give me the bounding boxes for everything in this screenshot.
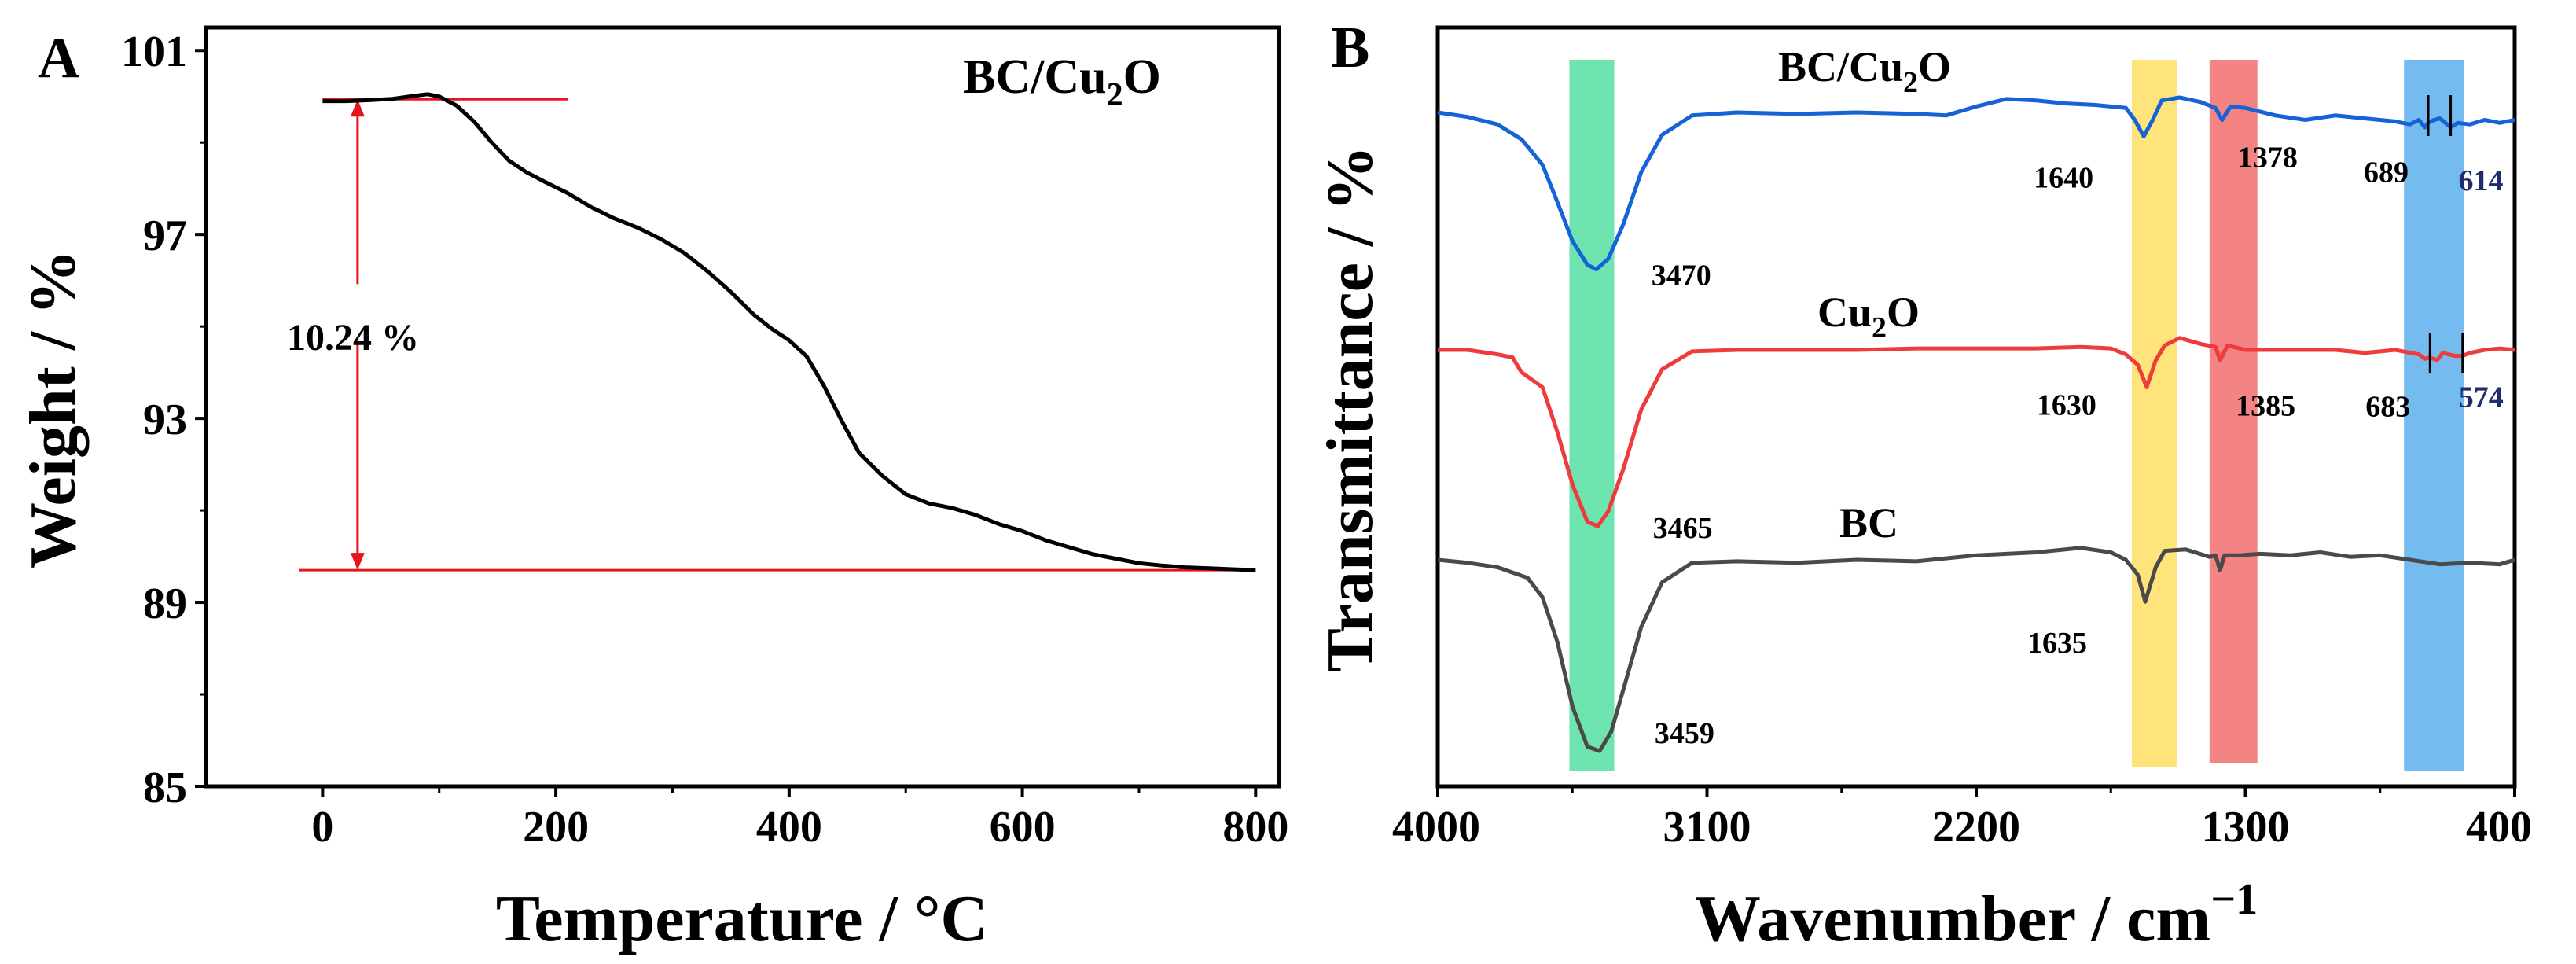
- a-xtick-label: 400: [756, 803, 822, 852]
- peak-label: 1630: [2037, 389, 2096, 422]
- panel-b-peak-labels: 3470 1640 1378 689 614 3465 1630 1385 683 574 3459…: [1652, 95, 2504, 750]
- peak-label: 1635: [2027, 627, 2087, 660]
- a-ytick-label: 101: [121, 28, 187, 76]
- peak-label: 1378: [2238, 142, 2298, 175]
- b-series-line: [1437, 546, 2515, 753]
- a-arrow-head-up: [350, 99, 365, 117]
- ftir-band: [2131, 60, 2177, 767]
- b-xtick-label: 2200: [1932, 803, 2020, 852]
- a-arrow-head-down: [350, 553, 365, 571]
- panel-b-ftir-chart: B 4000 3100 2200 1300 400 3470 1640 1378 689 614…: [1314, 16, 2532, 955]
- series-label-bc-cu2o: BC/Cu2O: [1778, 43, 1951, 99]
- series-label-bc: BC: [1839, 499, 1898, 546]
- ftir-band: [1569, 60, 1615, 771]
- a-xtick-label: 0: [311, 803, 333, 852]
- a-ytick-label: 89: [143, 580, 187, 628]
- peak-label: 1640: [2034, 161, 2093, 194]
- peak-label: 3459: [1655, 717, 1714, 750]
- a-ytick-label: 97: [143, 212, 187, 260]
- peak-label: 1385: [2236, 389, 2295, 422]
- panel-a-label: A: [38, 26, 79, 90]
- panel-b-ylabel: Transmittance / %: [1314, 145, 1387, 672]
- a-xtick-label: 800: [1222, 803, 1288, 852]
- panel-b-label: B: [1331, 16, 1369, 80]
- a-ytick-label: 93: [143, 396, 187, 444]
- panel-b-bands: [1569, 60, 2464, 771]
- b-xtick-label: 4000: [1392, 803, 1480, 852]
- peak-label: 614: [2459, 164, 2504, 197]
- panel-a-frame: [204, 25, 1281, 789]
- b-series-line: [1437, 95, 2515, 271]
- b-xtick-label: 1300: [2202, 803, 2290, 852]
- a-ytick-label: 85: [143, 763, 187, 812]
- panel-a-annotation-label: 10.24 %: [287, 317, 419, 359]
- panel-b-xlabel: Wavenumber / cm−1: [1695, 875, 2258, 955]
- panel-a-ticks: 0 200 400 600 800 85 89 93 97 101: [121, 28, 1288, 852]
- panel-b-ticks: 4000 3100 2200 1300 400: [1392, 786, 2532, 852]
- peak-label: 689: [2364, 156, 2409, 189]
- b-xtick-label: 400: [2466, 803, 2532, 852]
- peak-label: 3465: [1653, 512, 1713, 545]
- a-xtick-label: 200: [523, 803, 589, 852]
- peak-label: 574: [2459, 381, 2504, 414]
- panel-a-series: [322, 92, 1256, 572]
- ftir-band: [2404, 60, 2464, 771]
- panel-a-tga-chart: A 0 200 400 600 800 85 89 93 97 101 BC/Cu2O 10.24…: [17, 25, 1288, 955]
- peak-label: 3470: [1652, 259, 1711, 293]
- series-label-cu2o: Cu2O: [1817, 289, 1920, 344]
- b-xtick-label: 3100: [1663, 803, 1751, 852]
- panel-a-xlabel: Temperature / °C: [496, 882, 988, 955]
- a-series-line: [322, 92, 1256, 572]
- panel-a-ylabel: Weight / %: [17, 249, 90, 568]
- ftir-band: [2209, 60, 2258, 763]
- a-xtick-label: 600: [990, 803, 1056, 852]
- peak-label: 683: [2365, 391, 2410, 424]
- panel-a-title: BC/Cu2O: [963, 50, 1161, 113]
